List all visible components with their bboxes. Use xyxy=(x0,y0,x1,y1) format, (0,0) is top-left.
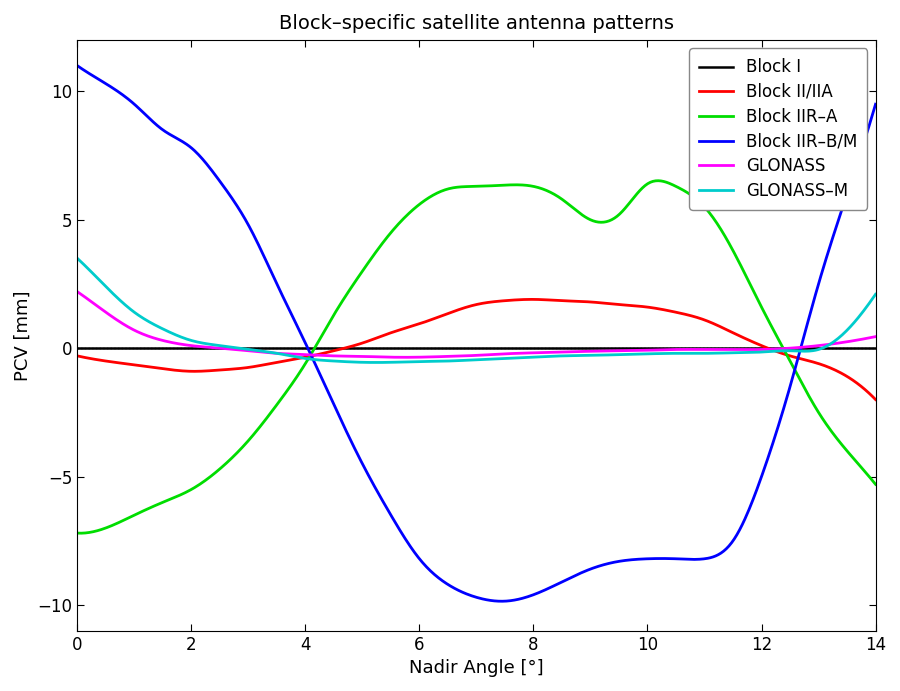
Block IIR–B/M xyxy=(674,555,685,563)
Line: GLONASS–M: GLONASS–M xyxy=(77,258,876,363)
Block IIR–B/M xyxy=(433,574,444,582)
Block II/IIA xyxy=(607,300,617,308)
GLONASS xyxy=(213,344,224,352)
GLONASS xyxy=(277,350,288,358)
GLONASS xyxy=(674,346,685,354)
GLONASS–M xyxy=(674,349,685,357)
Block IIR–A xyxy=(435,188,446,196)
Block IIR–B/M xyxy=(496,597,507,605)
X-axis label: Nadir Angle [°]: Nadir Angle [°] xyxy=(410,659,544,677)
Title: Block–specific satellite antenna patterns: Block–specific satellite antenna pattern… xyxy=(279,14,674,33)
GLONASS–M xyxy=(435,357,446,366)
Block IIR–A xyxy=(676,184,687,193)
Line: GLONASS: GLONASS xyxy=(77,292,876,357)
GLONASS xyxy=(544,348,554,357)
Block IIR–A xyxy=(72,529,83,537)
Line: Block IIR–B/M: Block IIR–B/M xyxy=(77,66,876,601)
Line: Block II/IIA: Block II/IIA xyxy=(77,299,876,399)
Block IIR–A xyxy=(607,216,617,224)
Block II/IIA xyxy=(433,313,444,321)
Block IIR–B/M xyxy=(213,176,224,184)
GLONASS–M xyxy=(544,352,554,361)
Line: Block IIR–A: Block IIR–A xyxy=(77,181,876,533)
GLONASS xyxy=(72,287,83,296)
GLONASS–M xyxy=(870,290,881,299)
Block IIR–B/M xyxy=(277,292,288,300)
GLONASS–M xyxy=(72,254,83,263)
Block IIR–A xyxy=(870,480,881,489)
Block IIR–A xyxy=(652,177,663,185)
GLONASS xyxy=(607,347,617,355)
Block IIR–B/M xyxy=(72,61,83,70)
Legend: Block I, Block II/IIA, Block IIR–A, Block IIR–B/M, GLONASS, GLONASS–M: Block I, Block II/IIA, Block IIR–A, Bloc… xyxy=(689,48,868,209)
Block II/IIA xyxy=(870,395,881,404)
Block IIR–A xyxy=(75,529,86,538)
Block IIR–B/M xyxy=(544,584,554,592)
GLONASS xyxy=(870,332,881,341)
GLONASS–M xyxy=(607,350,617,359)
Block IIR–B/M xyxy=(607,558,617,567)
GLONASS–M xyxy=(277,350,288,359)
Block IIR–B/M xyxy=(870,100,881,108)
Block IIR–A xyxy=(214,465,225,473)
Block IIR–A xyxy=(278,391,289,399)
GLONASS–M xyxy=(213,341,224,350)
GLONASS–M xyxy=(371,359,382,367)
GLONASS xyxy=(435,352,446,361)
Block II/IIA xyxy=(674,309,685,317)
Block II/IIA xyxy=(277,357,288,366)
GLONASS xyxy=(400,353,410,361)
Block II/IIA xyxy=(72,352,83,360)
Block II/IIA xyxy=(544,296,554,304)
Block II/IIA xyxy=(526,295,537,303)
Block II/IIA xyxy=(213,366,224,375)
Block IIR–A xyxy=(544,187,554,196)
Y-axis label: PCV [mm]: PCV [mm] xyxy=(14,290,32,381)
